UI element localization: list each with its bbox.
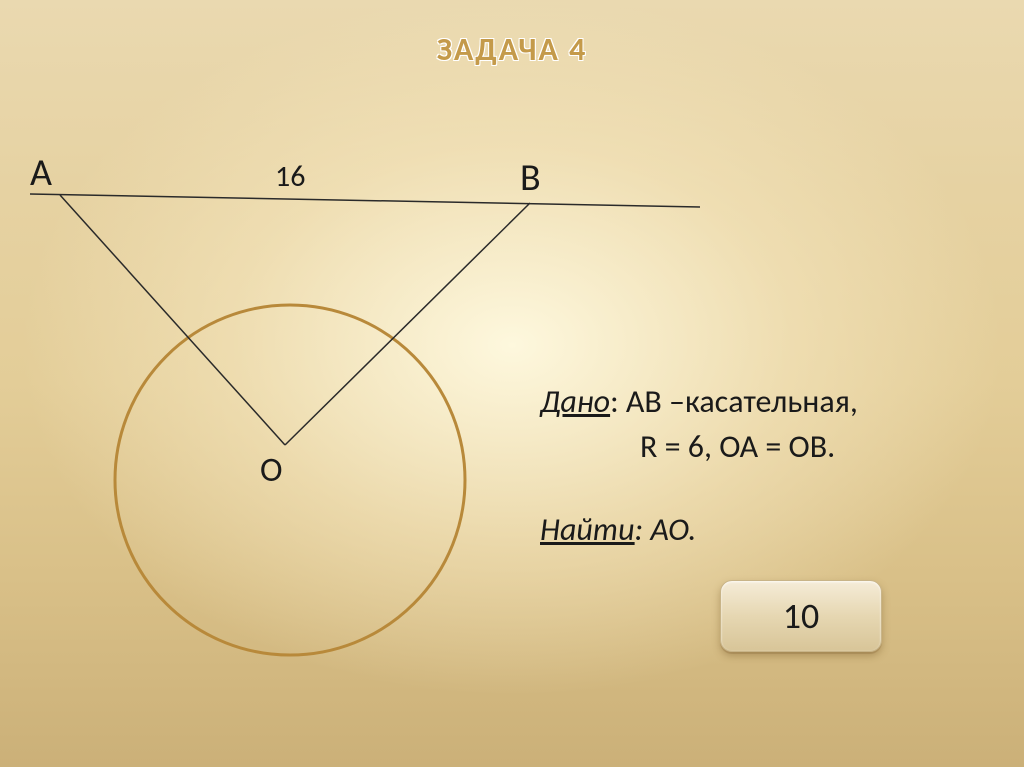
tangent-line-ab (30, 194, 700, 207)
given-block: Дано: АВ –касательная, R = 6, ОА = ОВ. (540, 380, 858, 470)
label-o: О (260, 450, 283, 491)
given-line2: R = 6, ОА = ОВ. (640, 427, 835, 466)
find-label: Найти (540, 510, 635, 549)
circle-o (115, 305, 465, 655)
find-text: : АО. (635, 510, 697, 549)
given-line1: : АВ –касательная, (610, 382, 858, 421)
slide-title: ЗАДАЧА 4 (0, 30, 1024, 69)
label-a: А (30, 150, 52, 196)
line-oa (60, 195, 285, 445)
label-16: 16 (275, 158, 305, 195)
answer-button[interactable]: 10 (720, 580, 882, 652)
line-ob (285, 203, 530, 445)
answer-value: 10 (783, 594, 820, 638)
label-b: В (520, 155, 541, 201)
slide: ЗАДАЧА 4 А В 16 О Дано: АВ –касательная,… (0, 0, 1024, 767)
given-label: Дано (540, 382, 610, 421)
find-block: Найти: АО. (540, 510, 696, 549)
